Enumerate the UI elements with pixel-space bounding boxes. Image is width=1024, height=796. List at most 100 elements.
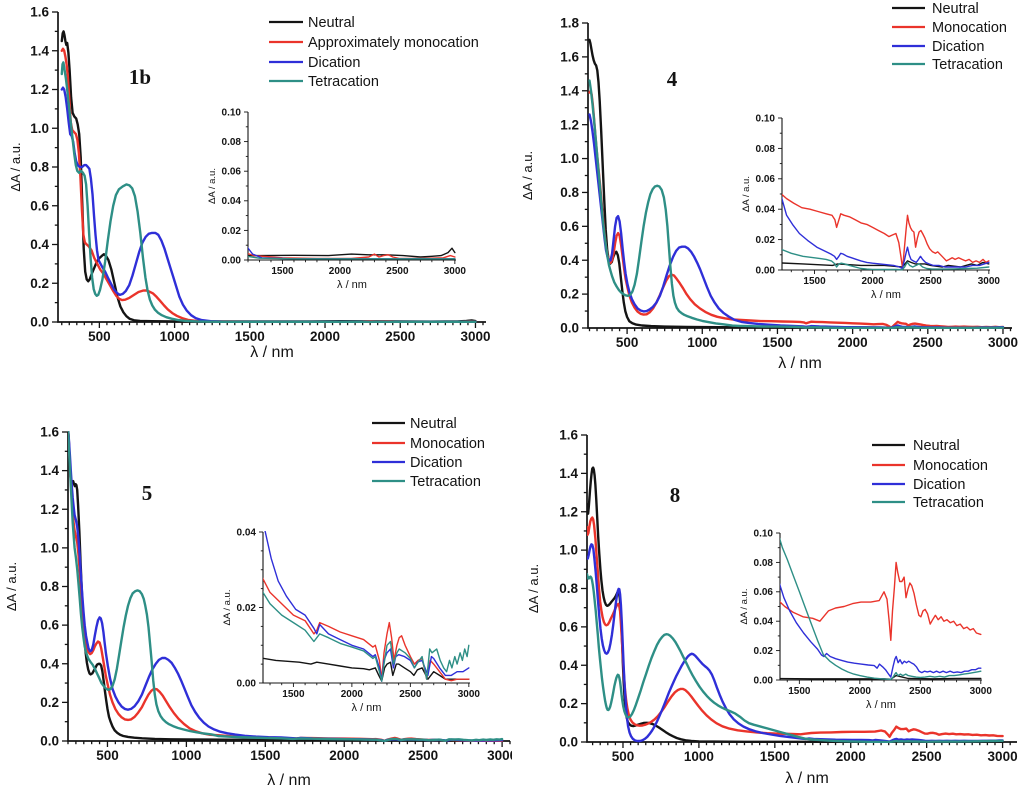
series-dication (264, 531, 470, 682)
series-dication (60, 86, 477, 323)
panel-5-chart: 500 1000 1500 2000 2500 3000 0.0 0.2 0.4 0.6 0.8 1.… (4, 416, 512, 789)
legend-label: Dication (932, 39, 984, 55)
panel-8-main-x-tick: 1000 (684, 749, 714, 764)
panel-5-main-y-tick: 0.6 (40, 618, 59, 633)
panel-1b-chart: 500 1000 1500 2000 2500 3000 0.0 0.2 0.4 0.6 0.8 1.… (8, 5, 490, 361)
panel-4-main-x-axis-label: λ / nm (778, 355, 822, 372)
series-tetracation (68, 431, 504, 742)
panel-8-main-x-tick: 3000 (988, 749, 1018, 764)
panel-5-main-y-tick: 0.2 (40, 695, 59, 710)
panel-4-inset-x-tick: 1500 (803, 276, 826, 287)
series-tetracation (780, 537, 982, 681)
series-approximately-monocation (248, 252, 456, 260)
panel-4-main-y-tick: 0.2 (560, 287, 579, 302)
series-monocation (780, 561, 982, 641)
panel-1b-main-y-tick: 0.0 (30, 315, 49, 330)
panel-5-main-x-tick: 1000 (171, 748, 201, 763)
panel-4-inset-y-tick: 0.04 (756, 205, 776, 216)
panel-1b-inset-x-tick: 2500 (386, 266, 409, 277)
legend-label: Neutral (932, 1, 979, 17)
legend-label: Neutral (913, 438, 960, 454)
panel-8-main-y-axis-label: ΔA / a.u. (526, 564, 541, 613)
panel-5-main-y-tick: 1.6 (40, 425, 59, 440)
series-tetracation (263, 591, 470, 682)
panel-4-inset-axes: 1500 2000 2500 3000 0.00 0.02 0.04 0.06 0.08 0.10 (756, 113, 1001, 287)
legend: Neutral Approximately monocation Dication T… (269, 15, 479, 90)
panel-5-main-x-tick: 500 (96, 748, 119, 763)
panel-5-inset-x-tick: 3000 (458, 689, 481, 700)
panel-5-inset-axes: 1500 2000 2500 3000 0.00 0.02 0.04 (237, 527, 481, 700)
panel-8-main-y-tick: 0.4 (559, 658, 578, 673)
panel-5-inset-x-tick: 2000 (341, 689, 364, 700)
panel-5-inset-x-tick: 2500 (399, 689, 422, 700)
panel-1b-main-y-tick: 1.0 (30, 121, 49, 136)
panel-5-main-y-axis-label: ΔA / a.u. (4, 562, 19, 611)
panel-1b-main-x-tick: 3000 (460, 329, 490, 344)
panel-4-chart: 500 1000 1500 2000 2500 3000 0.0 0.2 0.4 0.6 0.8 1.… (520, 1, 1018, 372)
panel-5-main-y-tick: 1.2 (40, 502, 59, 517)
legend-item-neutral: Neutral (269, 15, 355, 31)
panel-5-main-series (68, 431, 504, 742)
panel-8-inset-x-tick: 1500 (788, 686, 811, 697)
panel-5-main-x-tick: 2000 (329, 748, 359, 763)
series-neutral (60, 30, 477, 323)
panel-5-main-x-axis-label: λ / nm (267, 772, 311, 789)
panel-label-8: 8 (670, 483, 681, 507)
panel-4-main-x-tick: 2500 (913, 335, 943, 350)
panel-4-inset-x-tick: 2000 (862, 276, 885, 287)
panel-1b-inset-y-tick: 0.08 (222, 137, 242, 148)
series-monocation (782, 193, 990, 270)
panel-1b-inset-axes: 1500 2000 2500 3000 0.00 0.02 0.04 0.06 0.08 0.10 (222, 107, 467, 277)
series-neutral (782, 260, 990, 268)
series-dication (782, 196, 990, 270)
panel-1b-main-x-tick: 500 (88, 329, 111, 344)
panel-5-main-axes: 500 1000 1500 2000 2500 3000 0.0 0.2 0.4 0.6 0.8 1.… (40, 425, 512, 763)
panel-1b-inset-series (248, 247, 456, 260)
panel-5-main-y-tick: 1.0 (40, 540, 59, 555)
panel-5-main-x-tick: 2500 (408, 748, 438, 763)
panel-1b-inset-x-tick: 1500 (271, 266, 294, 277)
panel-label-4: 4 (667, 67, 678, 91)
panel-4-main-x-tick: 1500 (762, 335, 792, 350)
legend: Neutral Monocation Dication Tetracation (892, 1, 1007, 73)
panel-8-inset-x-tick: 2000 (849, 686, 872, 697)
panel-4-inset-y-tick: 0.08 (756, 144, 776, 155)
panel-4-main-y-tick: 0.4 (560, 253, 579, 268)
panel-4-main-x-tick: 500 (616, 335, 639, 350)
panel-8-main-y-tick: 1.6 (559, 428, 578, 443)
panel-4-main-y-tick: 1.4 (560, 83, 579, 98)
panel-1b-inset-y-tick: 0.04 (222, 196, 242, 207)
panel-1b-inset-y-tick: 0.02 (222, 226, 242, 237)
panel-4-inset-series (782, 193, 990, 271)
panel-1b-main-y-tick: 1.4 (30, 43, 49, 58)
panel-5-inset-series (263, 531, 470, 682)
panel-label-5: 5 (142, 481, 153, 505)
panel-8-inset-y-tick: 0.10 (754, 528, 774, 539)
legend-label: Monocation (932, 20, 1007, 36)
legend-label: Approximately monocation (308, 35, 479, 51)
panel-1b-main-y-tick: 0.4 (30, 237, 49, 252)
panel-1b-main-x-tick: 1500 (235, 329, 265, 344)
panel-8-main-x-tick: 500 (612, 749, 635, 764)
panel-1b-main-y-tick: 0.8 (30, 160, 49, 175)
panel-4-inset-y-axis-label: ΔA / a.u. (741, 176, 752, 212)
panel-1b-inset-y-axis-label: ΔA / a.u. (207, 168, 218, 204)
panel-5-inset-y-tick: 0.02 (237, 603, 257, 614)
panel-8-main-y-tick: 0.6 (559, 619, 578, 634)
legend-item-dication: Dication (269, 55, 360, 71)
panel-4-main-x-tick: 3000 (988, 335, 1018, 350)
legend-item-neutral: Neutral (372, 416, 457, 432)
panel-1b-inset-y-tick: 0.10 (222, 107, 242, 118)
panel-5-inset-x-tick: 1500 (282, 689, 305, 700)
panel-4-inset-y-tick: 0.06 (756, 174, 776, 185)
legend-item-monocation: Monocation (892, 20, 1007, 36)
legend-item-tetracation: Tetracation (872, 495, 984, 511)
panel-5-main-x-tick: 1500 (250, 748, 280, 763)
panel-8-main-y-tick: 1.0 (559, 543, 578, 558)
panel-1b-main-x-tick: 2000 (310, 329, 340, 344)
panel-4-main-y-tick: 1.0 (560, 151, 579, 166)
legend: Neutral Monocation Dication Tetracation (872, 438, 988, 511)
panel-8-main-x-tick: 2500 (912, 749, 942, 764)
panel-5-inset-y-tick: 0.00 (237, 678, 257, 689)
